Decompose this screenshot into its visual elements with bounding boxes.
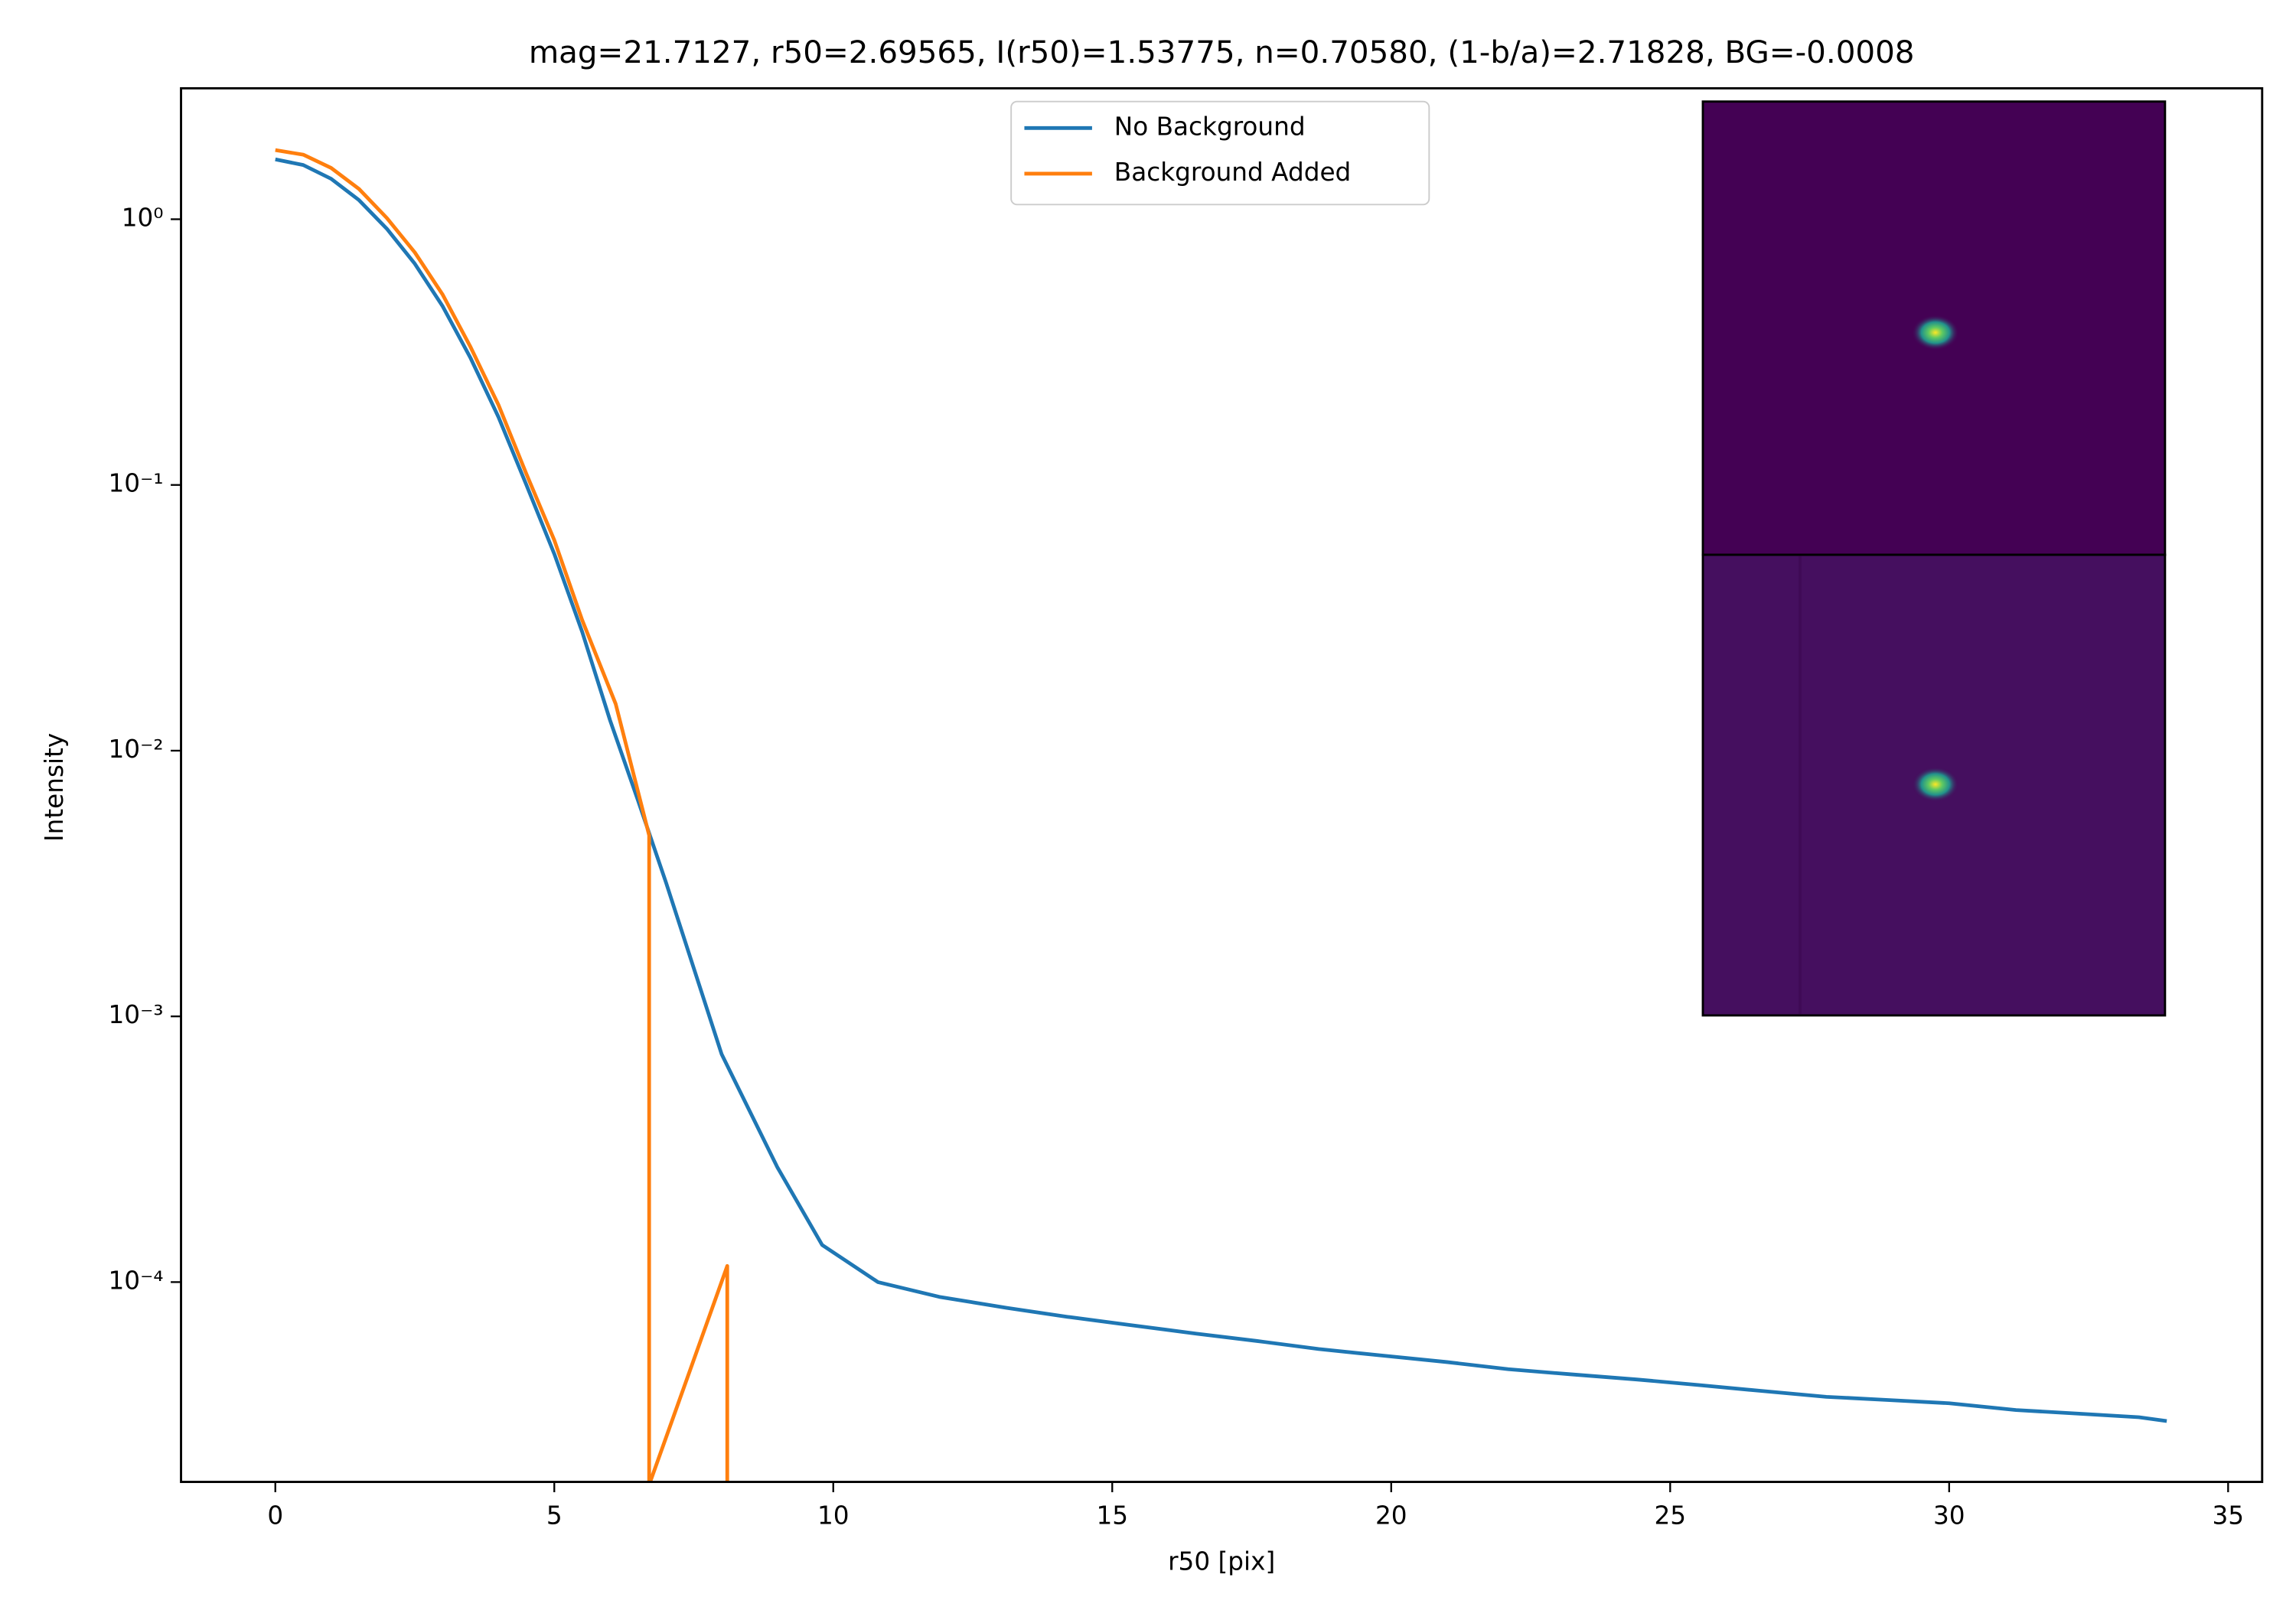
x-tick-label: 5: [546, 1501, 563, 1530]
y-tick-label: 10⁻⁴: [109, 1266, 164, 1295]
inset-source: [1912, 315, 1959, 350]
inset-images: [1701, 100, 2167, 1017]
x-tick-label: 20: [1375, 1501, 1407, 1530]
x-tick-label: 0: [267, 1501, 283, 1530]
y-tick-label: 10⁻²: [109, 735, 164, 764]
y-axis-label: Intensity: [40, 733, 69, 842]
inset-source: [1912, 766, 1959, 803]
plot-area: [275, 148, 2167, 1482]
data-line: [275, 148, 729, 1482]
legend-box: [1010, 100, 1430, 206]
x-tick-label: 15: [1096, 1501, 1128, 1530]
x-tick-label: 10: [817, 1501, 850, 1530]
data-line: [275, 157, 2167, 1423]
legend-label: Background Added: [1114, 158, 1352, 187]
y-tick-label: 10⁻¹: [109, 469, 164, 498]
x-tick-label: 30: [1933, 1501, 1965, 1530]
x-axis-label: r50 [pix]: [1168, 1547, 1275, 1576]
legend: No Background Background Added: [1010, 100, 1430, 206]
x-tick-label: 35: [2213, 1501, 2245, 1530]
axes-frame: [180, 86, 2264, 1483]
x-tick-label: 25: [1654, 1501, 1686, 1530]
y-tick-label: 10⁰: [122, 203, 164, 232]
chart-title: mag=21.7127, r50=2.69565, I(r50)=1.53775…: [529, 34, 1915, 70]
y-tick-label: 10⁻³: [109, 1000, 164, 1029]
legend-label: No Background: [1114, 112, 1306, 141]
